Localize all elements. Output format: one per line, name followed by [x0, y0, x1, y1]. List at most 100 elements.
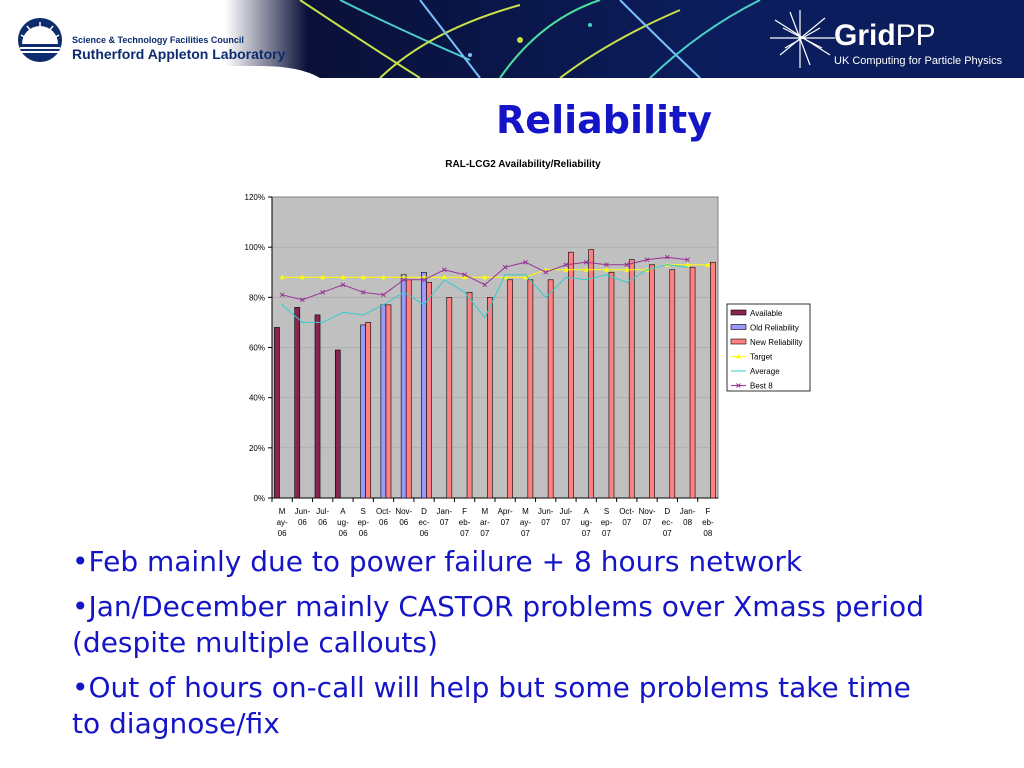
legend-label: New Reliability — [750, 338, 802, 347]
gridpp-word-light: PP — [895, 19, 936, 52]
stfc-council-name: Science & Technology Facilities Council — [72, 35, 244, 45]
reliability-chart: RAL-LCG2 Availability/Reliability 0% 20% 4… — [245, 159, 811, 538]
gridpp-logo-icon — [770, 10, 835, 68]
point-average — [281, 304, 283, 306]
bar-old-reliability — [380, 304, 387, 499]
point-average — [382, 304, 385, 306]
legend-label: Available — [750, 309, 783, 318]
point-best-8 — [523, 259, 528, 265]
point-best-8 — [462, 272, 467, 278]
bar-new-reliability — [649, 264, 655, 499]
point-average — [565, 276, 567, 279]
bar-available — [334, 349, 341, 499]
gridpp-logo-text: GridPP UK Computing for Particle Physics — [834, 20, 1002, 68]
point-target — [279, 274, 285, 280]
header-background — [0, 0, 1024, 78]
point-average — [484, 316, 486, 319]
legend-label: Target — [750, 353, 773, 362]
bar-new-reliability — [365, 322, 372, 499]
y-tick-label: 120% — [245, 193, 265, 202]
bar-new-reliability — [507, 279, 513, 499]
gridpp-subtitle: UK Computing for Particle Physics — [834, 55, 1003, 67]
bar-old-reliability — [421, 271, 427, 499]
point-best-8 — [664, 254, 670, 260]
point-average — [524, 273, 527, 276]
point-best-8 — [482, 282, 488, 288]
legend-swatch-available — [730, 309, 747, 316]
x-tick-label: Jul-06 — [316, 507, 329, 527]
bar-new-reliability — [466, 292, 473, 499]
bar-new-reliability — [628, 259, 635, 499]
legend-marker-target — [736, 354, 741, 359]
point-average — [443, 278, 446, 281]
point-average — [585, 278, 588, 281]
point-target — [441, 274, 447, 280]
point-target — [299, 274, 305, 280]
x-tick-label: Jan-07 — [437, 507, 453, 527]
legend-swatch-old-reliability — [730, 324, 747, 330]
point-average — [342, 311, 344, 314]
point-average — [362, 314, 365, 316]
point-best-8 — [583, 259, 589, 265]
point-best-8 — [360, 289, 366, 295]
point-best-8 — [340, 282, 346, 288]
point-average — [423, 304, 425, 306]
y-tick-label: 0% — [253, 494, 265, 503]
point-target — [360, 274, 366, 280]
line-series — [279, 254, 711, 324]
x-tick-label: Apr-07 — [498, 507, 513, 527]
point-best-8 — [543, 269, 549, 275]
point-target — [705, 262, 711, 267]
point-average — [686, 266, 689, 269]
bar-new-reliability — [446, 297, 453, 499]
point-average — [544, 296, 547, 299]
y-tick-label: 100% — [245, 243, 265, 252]
gridlines — [272, 246, 718, 449]
point-best-8 — [502, 264, 508, 270]
point-target — [482, 274, 488, 280]
stfc-lab-name: Rutherford Appleton Laboratory — [72, 46, 286, 62]
legend-swatch-new-reliability — [730, 338, 747, 345]
bar-old-reliability — [400, 274, 407, 499]
point-target — [462, 274, 468, 280]
bar-new-reliability — [588, 249, 595, 499]
chart-legend: Available Old Reliability New Reliability T… — [726, 303, 811, 392]
point-best-8 — [320, 289, 326, 295]
point-average — [666, 263, 669, 266]
bar-new-reliability — [527, 279, 534, 499]
bar-available — [314, 314, 321, 499]
line-target — [282, 264, 708, 278]
point-target — [340, 274, 346, 280]
point-best-8 — [421, 277, 427, 283]
point-average — [625, 281, 628, 284]
point-best-8 — [279, 292, 285, 298]
bar-new-reliability — [689, 266, 696, 499]
bar-new-reliability — [669, 269, 676, 499]
point-average — [402, 291, 405, 294]
x-tick-label: Jul-07 — [560, 507, 573, 527]
point-target — [604, 267, 609, 272]
bullet-item: •Feb mainly due to power failure + 8 hou… — [72, 545, 803, 578]
x-tick-label: Jun-06 — [295, 507, 311, 527]
gridpp-word-bold: Grid — [834, 19, 896, 52]
stfc-logo-text: Science & Technology Facilities Council … — [72, 35, 285, 62]
point-average — [301, 321, 304, 324]
point-best-8 — [401, 277, 407, 283]
stfc-logo-icon — [18, 18, 62, 62]
bar-old-reliability — [360, 324, 366, 499]
x-tick-label: Nov-06 — [395, 507, 412, 527]
y-tick-label: 60% — [249, 344, 265, 353]
bar-available — [274, 327, 280, 499]
x-tick-label: Jan-08 — [680, 507, 696, 527]
point-target — [563, 267, 569, 272]
point-average — [463, 291, 466, 294]
